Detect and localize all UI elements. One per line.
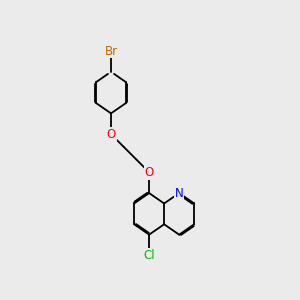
Text: N: N (175, 187, 184, 200)
Text: O: O (106, 128, 116, 141)
Text: Br: Br (104, 44, 118, 58)
Text: O: O (145, 166, 154, 179)
Text: Cl: Cl (143, 249, 155, 262)
